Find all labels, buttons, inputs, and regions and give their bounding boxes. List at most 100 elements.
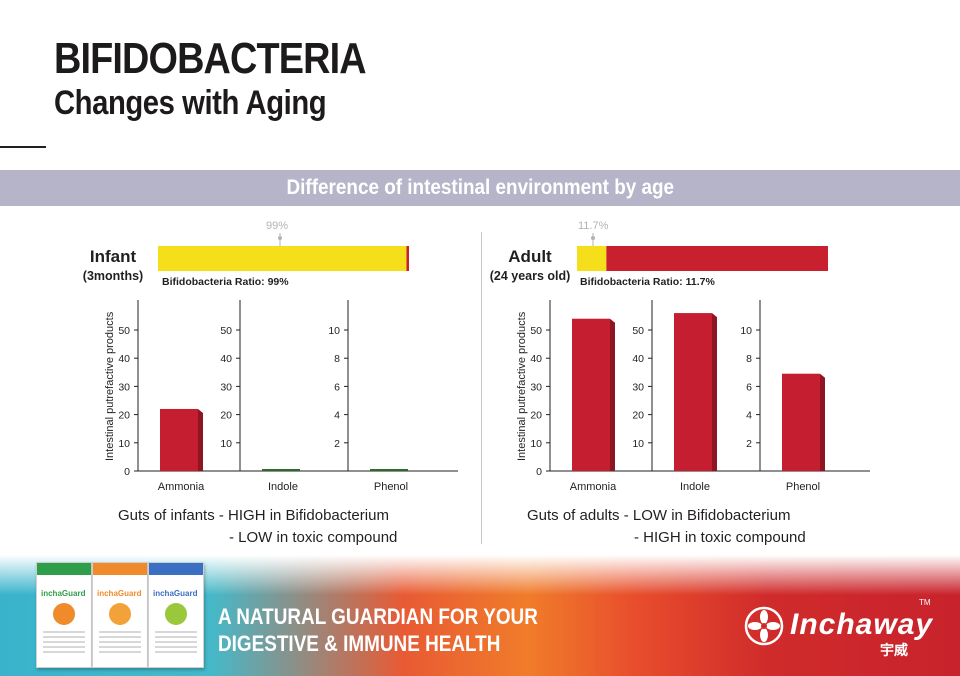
package-graphic (165, 603, 187, 625)
tick-label: 0 (536, 466, 542, 478)
tick-label: 40 (632, 353, 644, 365)
package-accent (93, 563, 147, 575)
tick-label: 8 (334, 353, 340, 365)
adult-label-block: Adult (24 years old) (488, 247, 572, 283)
tick-label: 2 (334, 438, 340, 450)
tick-label: 40 (530, 353, 542, 365)
adult-category-indole: Indole (680, 481, 710, 493)
tick-label: 30 (530, 381, 542, 393)
tick-label: 10 (328, 325, 340, 337)
adult-bifido-segment (577, 246, 607, 271)
section-banner: Difference of intestinal environment by … (0, 170, 960, 206)
package-name: inchaGuard (41, 589, 86, 598)
infant-ratio-text: Bifidobacteria Ratio: 99% (162, 276, 289, 288)
package-accent (149, 563, 203, 575)
infant-summary-line1: Guts of infants - HIGH in Bifidobacteriu… (118, 507, 389, 524)
tick-label: 30 (632, 381, 644, 393)
infant-category-phenol: Phenol (374, 481, 408, 493)
tick-label: 0 (124, 466, 130, 478)
infant-category-ammonia: Ammonia (158, 481, 205, 493)
infant-summary-line2: - LOW in toxic compound (229, 529, 398, 546)
tick-label: 20 (530, 410, 542, 422)
product-package-2: inchaGuard (92, 562, 148, 668)
brand-name: Inchaway (790, 608, 934, 641)
adult-bar-phenol (782, 373, 820, 471)
tick-label: 20 (220, 410, 232, 422)
infant-bar-indole (262, 469, 300, 471)
package-name: inchaGuard (153, 589, 198, 598)
infant-bifido-segment (158, 246, 407, 271)
tick-label: 4 (746, 410, 752, 422)
page-subtitle: Changes with Aging (54, 84, 327, 122)
tick-label: 10 (530, 438, 542, 450)
tick-label: 4 (334, 410, 340, 422)
adult-summary: Guts of adults - LOW in Bifidobacterium … (527, 505, 806, 549)
infant-label: Infant (89, 247, 137, 266)
tick-label: 50 (632, 325, 644, 337)
tick-label: 6 (334, 381, 340, 393)
package-graphic (109, 603, 131, 625)
infant-summary: Guts of infants - HIGH in Bifidobacteriu… (118, 505, 397, 549)
brand-flower-icon (744, 606, 784, 646)
brand-trademark: TM (919, 598, 931, 607)
adult-bar-side-phenol (820, 373, 825, 471)
tick-label: 10 (740, 325, 752, 337)
tagline-line2: DIGESTIVE & IMMUNE HEALTH (218, 631, 501, 656)
tick-label: 10 (118, 438, 130, 450)
infant-pct-label: 99% (266, 220, 289, 232)
adult-bar-side-ammonia (610, 318, 615, 471)
adult-other-segment (606, 246, 828, 271)
product-package-1: inchaGuard (36, 562, 92, 668)
adult-sublabel: (24 years old) (489, 269, 571, 283)
tick-label: 10 (220, 438, 232, 450)
tick-label: 50 (530, 325, 542, 337)
tick-label: 20 (118, 410, 130, 422)
adult-summary-line2: - HIGH in toxic compound (634, 529, 806, 546)
adult-pct-dot (591, 236, 595, 240)
title-rule (0, 146, 46, 148)
infant-category-indole: Indole (268, 481, 298, 493)
adult-bar-side-indole (712, 313, 717, 471)
banner-text: Difference of intestinal environment by … (286, 176, 674, 199)
infant-bar-side-ammonia (198, 408, 203, 471)
infant-bar-phenol (370, 469, 408, 471)
brand-chinese: 宇威 (880, 642, 908, 658)
product-package-3: inchaGuard (148, 562, 204, 668)
tick-label: 20 (632, 410, 644, 422)
package-text-lines (43, 631, 85, 653)
footer-tagline: A NATURAL GUARDIAN FOR YOUR DIGESTIVE & … (218, 603, 538, 657)
tick-label: 40 (220, 353, 232, 365)
tick-label: 30 (118, 381, 130, 393)
infant-pct-dot (278, 236, 282, 240)
adult-ratio-text: Bifidobacteria Ratio: 11.7% (580, 276, 715, 288)
adult-pct-label: 11.7% (578, 220, 609, 232)
infant-sublabel: (3months) (82, 269, 144, 283)
infant-ylabel: Intestinal putrefactive products (104, 311, 116, 461)
tick-label: 2 (746, 438, 752, 450)
infant-bar-ammonia (160, 408, 198, 471)
page-title: BIFIDOBACTERIA (54, 34, 367, 83)
package-name: inchaGuard (97, 589, 142, 598)
adult-summary-line1: Guts of adults - LOW in Bifidobacterium (527, 507, 791, 524)
adult-ylabel: Intestinal putrefactive products (516, 311, 528, 461)
tick-label: 30 (220, 381, 232, 393)
adult-category-ammonia: Ammonia (570, 481, 617, 493)
adult-label: Adult (508, 247, 552, 266)
package-text-lines (155, 631, 197, 653)
tagline-line1: A NATURAL GUARDIAN FOR YOUR (218, 604, 538, 629)
infant-other-segment (406, 246, 409, 271)
tick-label: 50 (118, 325, 130, 337)
tick-label: 10 (632, 438, 644, 450)
package-graphic (53, 603, 75, 625)
package-text-lines (99, 631, 141, 653)
group-divider (481, 232, 482, 544)
tick-label: 40 (118, 353, 130, 365)
adult-bar-indole (674, 313, 712, 471)
adult-bar-ammonia (572, 318, 610, 471)
package-accent (37, 563, 91, 575)
tick-label: 50 (220, 325, 232, 337)
tick-label: 6 (746, 381, 752, 393)
